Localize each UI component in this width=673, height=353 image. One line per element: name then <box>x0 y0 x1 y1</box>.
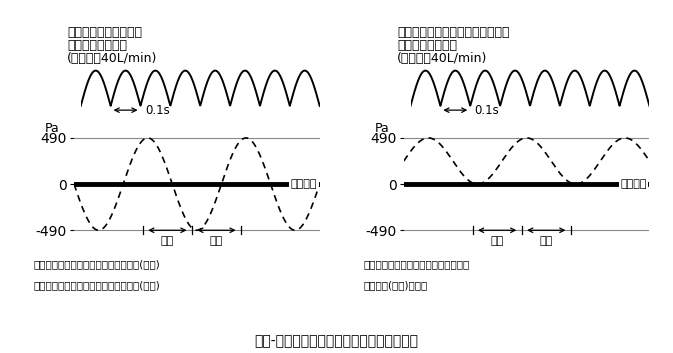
Text: 呼気: 呼気 <box>540 237 553 246</box>
Text: 図３-２　面体内圧力変化と環境圧力の関係: 図３-２ 面体内圧力変化と環境圧力の関係 <box>254 334 419 348</box>
Text: 呼気：環境圧力より面体内圧力は陽圧(正圧): 呼気：環境圧力より面体内圧力は陽圧(正圧) <box>34 259 160 269</box>
Text: 0.1s: 0.1s <box>145 104 170 116</box>
Text: 力を陽圧(正圧)に保持: 力を陽圧(正圧)に保持 <box>363 281 427 291</box>
Text: 呼気: 呼気 <box>210 237 223 246</box>
Text: 吸気：環境圧力より面体内圧力は陰圧(負圧): 吸気：環境圧力より面体内圧力は陰圧(負圧) <box>34 281 160 291</box>
Text: 0.1s: 0.1s <box>474 104 499 116</box>
Text: 環境圧力: 環境圧力 <box>291 179 317 189</box>
Text: (呼吸量：40L/min): (呼吸量：40L/min) <box>67 52 157 65</box>
Text: (呼吸量：40L/min): (呼吸量：40L/min) <box>397 52 487 65</box>
Text: Pa: Pa <box>374 122 389 135</box>
Text: 呼気・吸気いずれの場合も、面体内圧: 呼気・吸気いずれの場合も、面体内圧 <box>363 259 470 269</box>
Text: 吸気: 吸気 <box>161 237 174 246</box>
Text: 環境圧力: 環境圧力 <box>621 179 647 189</box>
Text: 呼吸模擬装置試験: 呼吸模擬装置試験 <box>67 39 127 52</box>
Text: デマンド形空気呼吸器: デマンド形空気呼吸器 <box>67 26 142 39</box>
Text: Pa: Pa <box>44 122 59 135</box>
Text: 吸気: 吸気 <box>491 237 504 246</box>
Text: プレッシャデマンド形空気呼吸器: プレッシャデマンド形空気呼吸器 <box>397 26 509 39</box>
Text: 呼吸模擬装置試験: 呼吸模擬装置試験 <box>397 39 457 52</box>
